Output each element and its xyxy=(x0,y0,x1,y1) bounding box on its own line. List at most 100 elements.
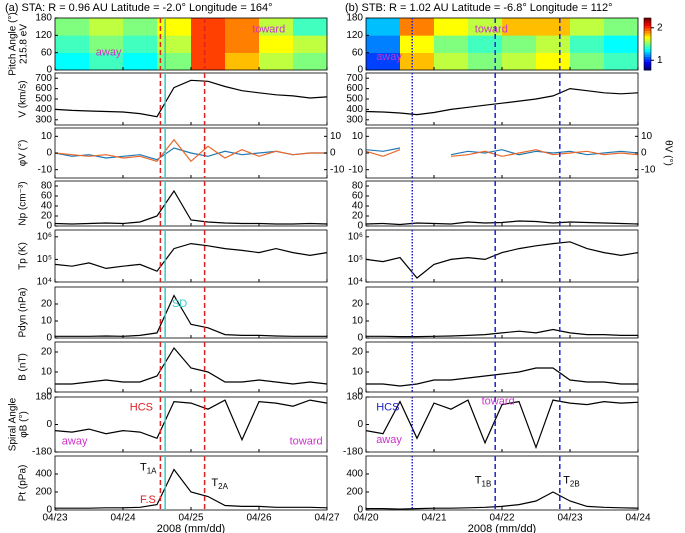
heatmap-cell xyxy=(55,52,90,71)
colorbar-step xyxy=(644,64,651,68)
annotation-text: HCS xyxy=(376,402,399,414)
x-tick-label: 04/25 xyxy=(178,513,203,524)
y-tick-label: 10 xyxy=(41,367,53,378)
x-tick-label: 04/20 xyxy=(353,513,378,524)
heatmap-cell xyxy=(293,52,328,71)
y-axis-label: Pt (pPa) xyxy=(18,465,29,502)
colorbar-step xyxy=(644,54,651,58)
colorbar-step xyxy=(644,49,651,53)
y-tick-label: 10 xyxy=(41,131,53,142)
data-line xyxy=(55,294,327,337)
y2-tick-label: -10 xyxy=(641,164,656,175)
y-axis-label: Tp (K) xyxy=(18,242,29,270)
colorbar-frame xyxy=(643,17,652,71)
heatmap-cell xyxy=(259,52,294,71)
y2-tick-label: 10 xyxy=(641,131,653,142)
heatmap-cell xyxy=(366,35,401,53)
colorbar-step xyxy=(644,33,651,37)
colorbar-step xyxy=(644,23,651,27)
y-tick-label: 180 xyxy=(35,13,52,24)
y-tick-label: 0 xyxy=(46,505,52,516)
panel-frame xyxy=(365,229,639,283)
heatmap-cell xyxy=(400,18,435,36)
annotation: toward xyxy=(482,395,515,407)
heatmap-cell xyxy=(89,35,124,53)
heatmap-cell xyxy=(157,52,192,71)
colorbar-tick-label: 2 xyxy=(657,22,663,33)
heatmap-cell xyxy=(293,18,328,36)
heatmap-cell xyxy=(123,18,158,36)
heatmap-cell xyxy=(293,35,328,53)
annotation: toward xyxy=(290,435,323,447)
y-tick-label: 10 xyxy=(352,316,364,327)
y-tick-label: 60 xyxy=(41,47,53,58)
annotation-text: F.S. xyxy=(140,494,159,506)
y2-tick-label: -10 xyxy=(330,164,345,175)
colorbar-step xyxy=(644,28,651,32)
y-tick-label: 500 xyxy=(35,94,52,105)
y-tick-label: 500 xyxy=(346,94,363,105)
panel: 0 60 120 180 Pitch Angle (°) 215.8 eV away towa… xyxy=(8,12,328,76)
chart-title: (a) STA: R = 0.96 AU Latitude = -2.0° Lo… xyxy=(5,2,273,14)
x-tick-label: 04/23 xyxy=(42,513,67,524)
x-tick-label: 04/23 xyxy=(557,513,582,524)
y-tick-label: 120 xyxy=(35,30,52,41)
colorbar-step xyxy=(644,18,651,22)
y-tick-label: 0 xyxy=(46,65,52,76)
heatmap-cell xyxy=(536,18,571,36)
data-line xyxy=(54,189,328,225)
annotation-text: toward xyxy=(482,395,515,407)
annotation: toward xyxy=(475,23,508,35)
data-line xyxy=(55,346,328,385)
annotation: F.S. xyxy=(140,494,159,506)
panel: -10 0 10 -10 0 10 θV (°) xyxy=(349,127,673,179)
panel: -180 0 180 HCS toward away xyxy=(343,392,639,458)
colorbar-step xyxy=(644,62,651,66)
y-tick-label: 60 xyxy=(352,47,364,58)
annotation-text: away xyxy=(376,434,402,446)
y-tick-label: 10 xyxy=(352,131,364,142)
heatmap-cell xyxy=(89,18,124,36)
colorbar-step xyxy=(644,59,651,63)
colorbar-step xyxy=(644,67,651,71)
heatmap-cell xyxy=(502,52,537,71)
heatmap-cell xyxy=(366,18,401,36)
y-axis-label: Pitch Angle (°) xyxy=(8,12,19,75)
panel: 0 10 20 B (nT) xyxy=(18,341,328,398)
y2-tick-label: 0 xyxy=(330,148,336,159)
y-tick-label: 200 xyxy=(346,487,363,498)
annotation-text: toward xyxy=(252,23,285,35)
heatmap-cell xyxy=(468,52,503,71)
data-line xyxy=(365,87,639,116)
heatmap-cell xyxy=(123,52,158,71)
heatmap-cell xyxy=(536,35,571,53)
y-tick-label: 300 xyxy=(346,114,363,125)
y-tick-label: 60 xyxy=(41,191,53,202)
colorbar-step xyxy=(644,44,651,48)
y-tick-label: 80 xyxy=(352,181,364,192)
panel: 0 10 20 xyxy=(352,341,639,398)
y-tick-label: 0 xyxy=(46,333,52,344)
data-line xyxy=(54,79,328,118)
heatmap-cell xyxy=(89,52,124,71)
panel: -180 0 180 Spiral Angle φB (°) HCS away toward xyxy=(8,392,328,458)
heatmap-cell xyxy=(191,52,226,71)
colorbar-tick-label: 1 xyxy=(657,55,663,66)
heatmap-cell xyxy=(123,35,158,53)
colorbar-step xyxy=(644,41,651,45)
y-tick-label: 20 xyxy=(352,211,364,222)
y-tick-label: 10⁴ xyxy=(37,277,52,288)
colorbar-step xyxy=(644,20,651,24)
colorbar-step xyxy=(644,36,651,40)
data-line xyxy=(365,241,639,279)
data-line xyxy=(365,220,639,226)
annotation: away xyxy=(96,47,122,59)
y-tick-label: 400 xyxy=(35,469,52,480)
y-tick-label: 0 xyxy=(357,419,363,430)
x-tick-label: 04/21 xyxy=(421,513,446,524)
